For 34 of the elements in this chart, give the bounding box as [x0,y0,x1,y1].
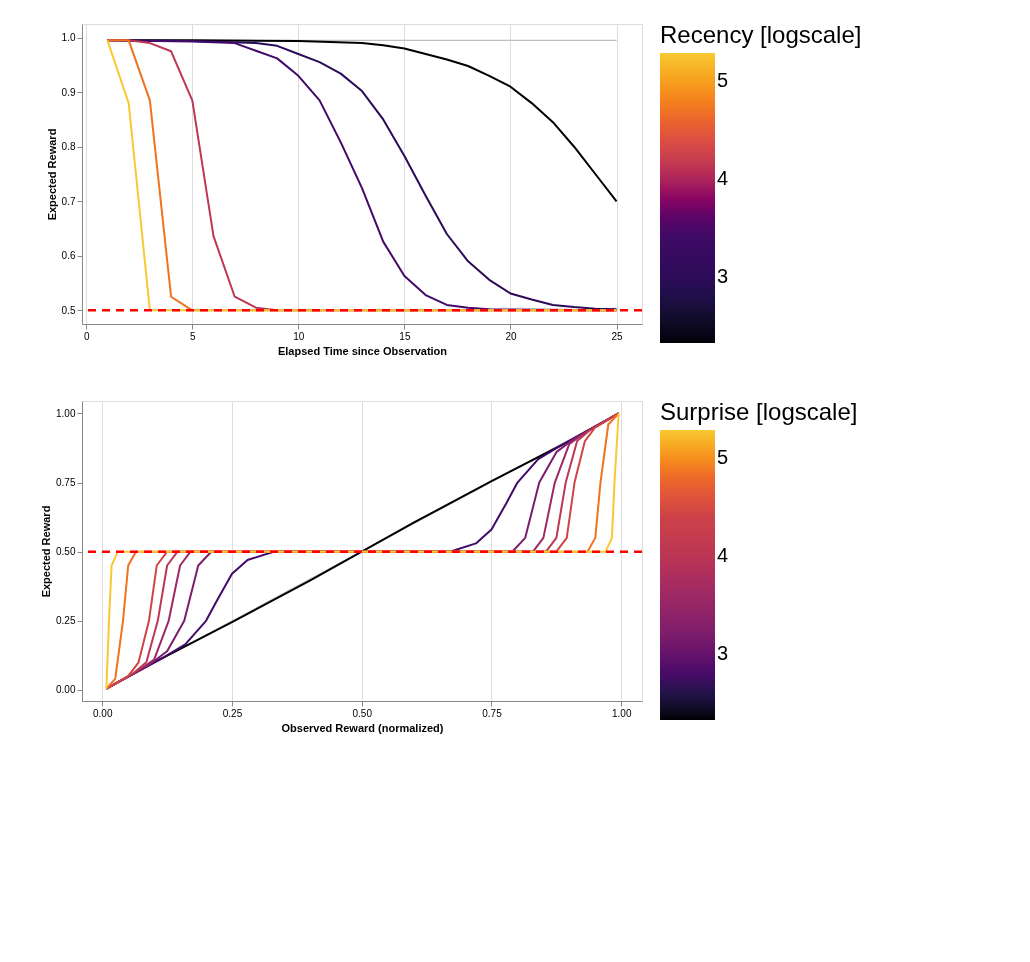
x-tick-label: 0.50 [352,707,373,719]
x-tick-label: 1.00 [612,707,632,719]
y-tick-label: 1.00 [56,407,76,419]
color-bar-label: 4 [717,543,729,566]
y-axis-title: Expected Reward [40,505,53,598]
x-tick-label: 10 [293,330,305,342]
y-axis-title: Expected Reward [45,128,58,221]
x-tick-label: 15 [399,330,411,342]
color-bar-title: Recency [logscale] [660,21,862,48]
x-tick-label: 25 [611,330,624,342]
y-tick-label: 0.25 [56,615,76,627]
color-bar-label: 3 [717,264,729,287]
x-tick-label: 0 [83,330,90,342]
y-tick-label: 0.8 [61,141,76,153]
x-axis-title: Elapsed Time since Observation [277,344,448,357]
x-tick-label: 0.00 [93,707,113,719]
color-bar-label: 5 [717,69,729,92]
color-bar-label: 3 [717,641,729,664]
color-bar-title: Surprise [logscale] [660,398,858,425]
x-tick-label: 0.25 [222,707,243,719]
y-tick-label: 0.6 [61,250,76,262]
y-tick-label: 0.00 [56,684,76,696]
y-tick-label: 0.9 [61,86,76,98]
color-bar-label: 5 [717,446,729,469]
y-tick-label: 0.50 [56,546,76,558]
x-tick-label: 5 [190,330,197,342]
y-tick-label: 0.7 [61,195,76,207]
x-axis-title: Observed Reward (normalized) [281,721,444,734]
y-tick-label: 0.75 [56,477,76,489]
x-tick-label: 20 [505,330,517,342]
y-tick-label: 0.5 [61,304,76,316]
color-bar-label: 4 [717,166,729,189]
x-tick-label: 0.75 [482,707,503,719]
y-tick-label: 1.0 [61,32,76,44]
